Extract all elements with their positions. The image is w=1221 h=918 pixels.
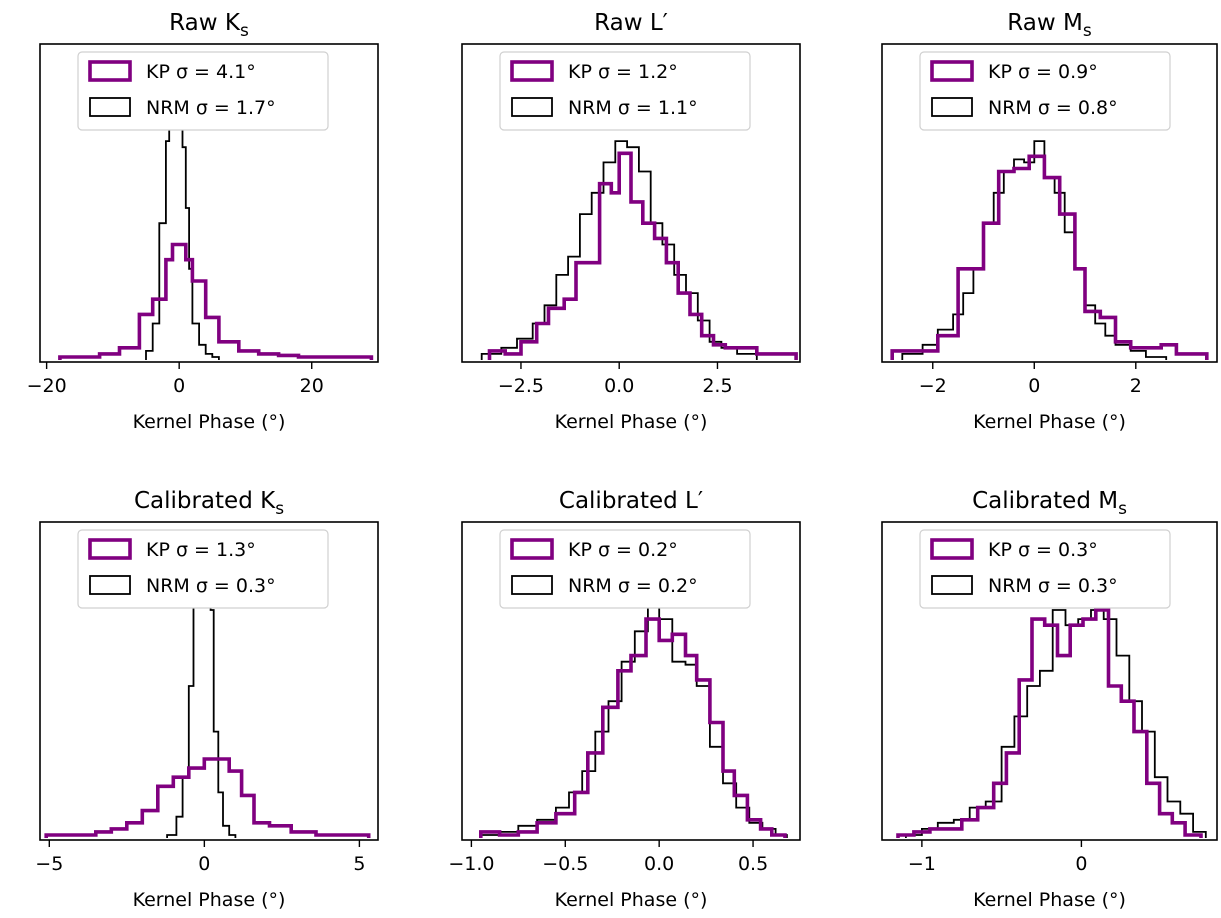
panel-title: Raw Ms xyxy=(1007,10,1092,41)
x-tick-label: 0 xyxy=(173,375,185,397)
panel-title-main: Calibrated L xyxy=(559,488,698,514)
panel-title-main: Calibrated K xyxy=(134,488,276,514)
legend-swatch-nrm xyxy=(931,575,973,595)
histogram-nrm xyxy=(479,593,788,838)
chart-panel-4: Calibrated L′ −1.0 −0.5 0.0 0.5 Kernel Phase … xyxy=(448,488,801,911)
histogram-kp xyxy=(479,617,787,838)
legend-label: KP σ = 1.2° xyxy=(568,61,678,83)
panel-title-main: Raw L xyxy=(594,10,663,36)
legend-label: KP σ = 0.2° xyxy=(568,539,678,561)
histogram-kp xyxy=(890,154,1209,360)
x-tick-label: 2.5 xyxy=(702,375,732,397)
legend-label: NRM σ = 0.8° xyxy=(988,97,1118,119)
x-tick-label: 0.0 xyxy=(604,375,634,397)
histogram-kp xyxy=(896,608,1203,838)
axes-frame xyxy=(39,43,379,363)
x-axis-label: Kernel Phase (°) xyxy=(973,411,1126,433)
legend-label: NRM σ = 0.3° xyxy=(988,575,1118,597)
legend-label: KP σ = 1.3° xyxy=(146,539,256,561)
legend-label: KP σ = 0.9° xyxy=(988,61,1098,83)
legend-box xyxy=(499,51,751,131)
panel-title: Raw Ks xyxy=(169,10,249,41)
axes-frame xyxy=(39,521,379,841)
x-tick-label: 0.5 xyxy=(738,853,768,875)
histogram-nrm xyxy=(901,140,1168,360)
panel-title-subscript: s xyxy=(275,499,284,519)
chart-panel-5: Calibrated Ms −1 0 Kernel Phase (°) KP σ = 0… xyxy=(881,488,1218,911)
x-tick-label: 0.0 xyxy=(644,853,674,875)
legend-label: NRM σ = 0.2° xyxy=(568,575,698,597)
panel-title-subscript: s xyxy=(1083,21,1092,41)
legend-swatch-nrm xyxy=(931,97,973,117)
x-tick-label: 20 xyxy=(300,375,324,397)
legend-box xyxy=(77,529,329,609)
x-tick-label: −20 xyxy=(27,375,67,397)
axes-frame xyxy=(881,521,1218,841)
legend-label: NRM σ = 0.3° xyxy=(146,575,276,597)
x-tick-label: −5 xyxy=(35,853,63,875)
x-tick-label: −2 xyxy=(919,375,947,397)
histogram-kp xyxy=(58,242,374,360)
panel-title: Calibrated Ks xyxy=(134,488,284,519)
histogram-kp xyxy=(44,757,371,838)
panel-title-subscript: s xyxy=(240,21,249,41)
axes-frame xyxy=(881,43,1218,363)
x-axis-label: Kernel Phase (°) xyxy=(973,889,1126,911)
legend-swatch-kp xyxy=(88,60,132,82)
legend-swatch-kp xyxy=(930,538,974,560)
legend-swatch-kp xyxy=(510,60,554,82)
panel-title-main: Raw K xyxy=(169,10,241,36)
x-tick-label: −0.5 xyxy=(542,853,588,875)
legend-swatch-nrm xyxy=(89,97,131,117)
axes-frame xyxy=(461,521,801,841)
legend-swatch-nrm xyxy=(89,575,131,595)
chart-panel-0: Raw Ks −20 0 20 Kernel Phase (°) KP σ = 4.1° N… xyxy=(27,10,379,433)
legend-box xyxy=(919,529,1171,609)
x-tick-label: −1 xyxy=(908,853,936,875)
panel-title-prime: ′ xyxy=(663,10,668,36)
chart-panel-3: Calibrated Ks −5 0 5 Kernel Phase (°) KP σ = … xyxy=(35,488,379,911)
legend-box xyxy=(77,51,329,131)
legend-box xyxy=(499,529,751,609)
x-axis-label: Kernel Phase (°) xyxy=(133,889,286,911)
x-tick-label: −2.5 xyxy=(498,375,544,397)
chart-panel-1: Raw L′ −2.5 0.0 2.5 Kernel Phase (°) KP σ = 1… xyxy=(461,10,801,433)
x-axis-label: Kernel Phase (°) xyxy=(555,411,708,433)
legend-label: KP σ = 0.3° xyxy=(988,539,1098,561)
x-tick-label: 5 xyxy=(353,853,365,875)
panel-title: Calibrated Ms xyxy=(972,488,1127,519)
legend-swatch-nrm xyxy=(511,97,553,117)
x-tick-label: 2 xyxy=(1130,375,1142,397)
legend-swatch-kp xyxy=(930,60,974,82)
x-tick-label: −1.0 xyxy=(448,853,494,875)
panel-title-prime: ′ xyxy=(698,488,703,514)
histogram-kp xyxy=(487,151,798,360)
histogram-nrm xyxy=(480,140,758,360)
panel-title: Raw L′ xyxy=(594,10,668,36)
panel-title-subscript: s xyxy=(1118,499,1127,519)
x-tick-label: 0 xyxy=(198,853,210,875)
x-tick-label: 0 xyxy=(1075,853,1087,875)
legend-box xyxy=(919,51,1171,131)
legend-label: KP σ = 4.1° xyxy=(146,61,256,83)
x-axis-label: Kernel Phase (°) xyxy=(133,411,286,433)
x-tick-label: 0 xyxy=(1028,375,1040,397)
x-axis-label: Kernel Phase (°) xyxy=(555,889,708,911)
legend-swatch-nrm xyxy=(511,575,553,595)
legend-swatch-kp xyxy=(88,538,132,560)
axes-frame xyxy=(461,43,801,363)
panel-title-main: Calibrated M xyxy=(972,488,1118,514)
panel-title-main: Raw M xyxy=(1007,10,1083,36)
legend-label: NRM σ = 1.7° xyxy=(146,97,276,119)
panel-title: Calibrated L′ xyxy=(559,488,703,514)
legend-label: NRM σ = 1.1° xyxy=(568,97,698,119)
legend-swatch-kp xyxy=(510,538,554,560)
